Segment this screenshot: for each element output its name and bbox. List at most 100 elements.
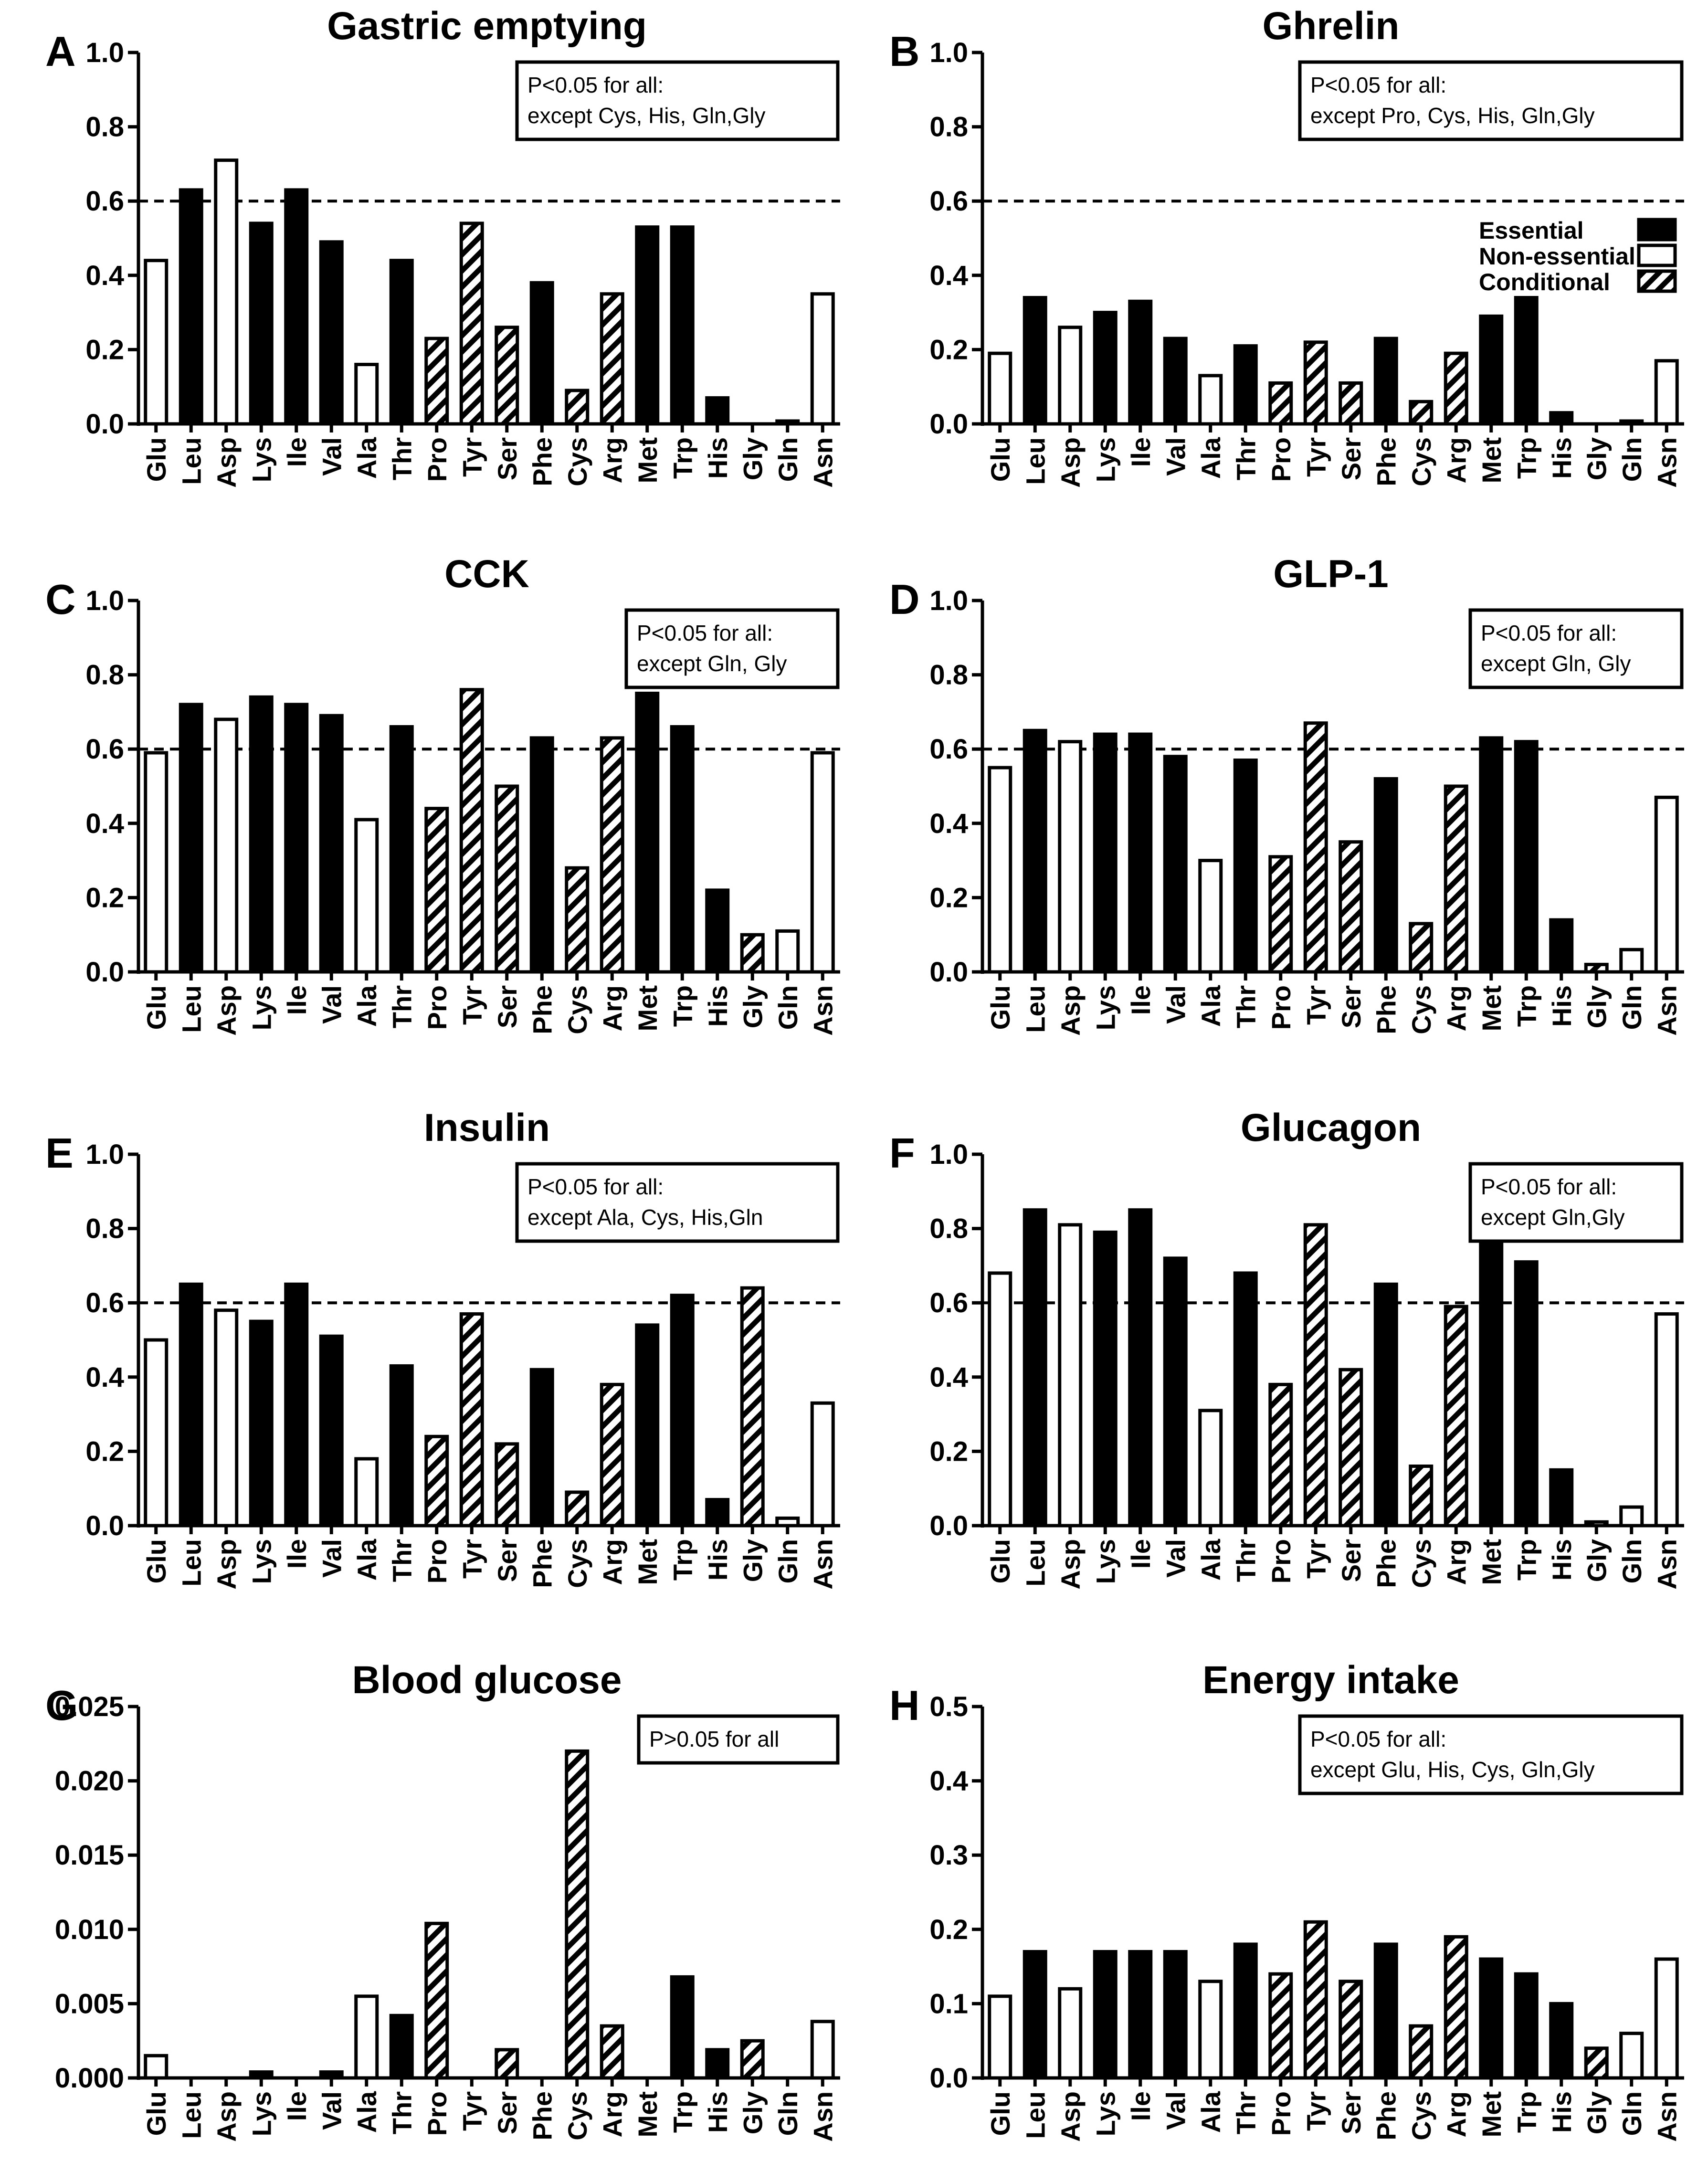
bar-tyr xyxy=(1303,721,1328,974)
x-tick-label: Gln xyxy=(1617,985,1647,1030)
x-tick-label: Ser xyxy=(492,985,522,1028)
x-tick-label: Ser xyxy=(492,2091,522,2134)
bar-phe xyxy=(1373,337,1398,426)
x-tick-label: Val xyxy=(316,1539,347,1578)
x-tick-label: Thr xyxy=(387,437,417,480)
bar-cys xyxy=(1409,922,1434,974)
x-tick-label: Trp xyxy=(667,985,697,1027)
y-tick-label: 0.6 xyxy=(929,1287,968,1318)
y-tick-label: 0.8 xyxy=(929,660,968,691)
chart-panel-e: Insulin E 0.0 0.2 0.4 0.6 0.8 1.0 Glu Leu Asp Lys Il… xyxy=(45,1106,840,1590)
x-tick-label: Cys xyxy=(1406,985,1436,1034)
bar-gly xyxy=(740,1286,765,1528)
x-tick-label: Met xyxy=(1476,2091,1507,2137)
x-tick-label: Asn xyxy=(1652,1539,1682,1590)
bar-lys xyxy=(1093,732,1118,974)
bar-trp xyxy=(670,225,695,426)
bar-asn xyxy=(810,2020,835,2080)
x-tick-label: Ala xyxy=(1196,2091,1226,2133)
bar-ala xyxy=(354,1457,379,1528)
bar-asn xyxy=(1654,795,1679,974)
panel-label: C xyxy=(45,576,76,623)
x-tick-label: Phe xyxy=(1371,2091,1401,2140)
x-tick-label: Gly xyxy=(1581,985,1612,1028)
x-tick-label: Tyr xyxy=(1301,985,1331,1025)
bar-his xyxy=(705,2048,730,2080)
x-tick-label: Glu xyxy=(985,1539,1015,1583)
x-tick-label: Gly xyxy=(1581,437,1612,480)
x-tick-label: Arg xyxy=(1441,1539,1471,1585)
bar-val xyxy=(319,2070,344,2080)
bar-ile xyxy=(1128,1208,1153,1528)
annotation-text: except Ala, Cys, His,Gln xyxy=(527,1205,763,1230)
y-tick-label: 0.6 xyxy=(929,734,968,765)
x-tick-label: His xyxy=(703,2091,733,2133)
x-tick-label: Thr xyxy=(1231,437,1261,480)
legend-label: Non-essential xyxy=(1479,243,1635,270)
x-tick-label: Trp xyxy=(1511,985,1541,1027)
x-tick-label: Trp xyxy=(667,1539,697,1581)
bar-pro xyxy=(424,807,449,974)
annotation-text: except Gln, Gly xyxy=(637,651,787,676)
bar-ser xyxy=(495,2048,519,2080)
x-tick-label: Gly xyxy=(738,1539,768,1582)
bar-asn xyxy=(810,751,835,974)
x-tick-label: Phe xyxy=(1371,985,1401,1034)
y-tick-label: 0.0 xyxy=(929,2063,968,2094)
panel-label: A xyxy=(45,28,76,75)
bar-lys xyxy=(1093,311,1118,426)
bar-phe xyxy=(1373,1282,1398,1528)
bar-ser xyxy=(1339,1368,1363,1528)
x-tick-label: Lys xyxy=(1090,437,1120,482)
bar-met xyxy=(635,225,660,426)
bar-gln xyxy=(1619,2032,1644,2080)
x-tick-label: Phe xyxy=(1371,437,1401,486)
legend-swatch-essential xyxy=(1637,218,1677,242)
y-tick-label: 0.2 xyxy=(85,334,124,365)
chart-panel-c: CCK C 0.0 0.2 0.4 0.6 0.8 1.0 Glu Leu Asp Lys Ile Val… xyxy=(45,552,840,1036)
annotation-text: P<0.05 for all: xyxy=(1310,1727,1446,1751)
x-tick-label: Gln xyxy=(773,985,803,1030)
bar-gln xyxy=(775,419,800,426)
x-tick-label: Trp xyxy=(1511,2091,1541,2133)
x-tick-label: Ala xyxy=(352,437,382,479)
x-tick-label: Val xyxy=(316,2091,347,2130)
bar-leu xyxy=(1023,728,1047,974)
bar-leu xyxy=(1023,295,1047,426)
bar-thr xyxy=(389,259,414,426)
x-tick-label: Ser xyxy=(492,1539,522,1582)
bar-val xyxy=(1163,755,1188,974)
x-tick-label: Val xyxy=(1160,1539,1191,1578)
x-tick-label: Ala xyxy=(352,1539,382,1581)
y-tick-label: 0.4 xyxy=(85,260,124,291)
bar-pro xyxy=(1268,1972,1293,2080)
x-tick-label: His xyxy=(703,437,733,479)
bar-leu xyxy=(179,188,203,426)
bar-asp xyxy=(214,1308,239,1528)
bar-ser xyxy=(495,1442,519,1528)
x-tick-label: Met xyxy=(633,437,663,483)
y-tick-label: 1.0 xyxy=(85,37,124,68)
y-tick-label: 0.005 xyxy=(55,1988,124,2019)
x-tick-label: Arg xyxy=(597,437,627,483)
panel-label: B xyxy=(889,28,920,75)
x-tick-label: Ala xyxy=(1196,437,1226,479)
y-tick-label: 0.2 xyxy=(85,1436,124,1467)
bar-arg xyxy=(600,1382,624,1528)
legend-swatch-conditional xyxy=(1637,269,1677,293)
chart-title: Ghrelin xyxy=(1262,4,1399,48)
y-tick-label: 0.2 xyxy=(929,1914,968,1945)
x-tick-label: Asn xyxy=(808,985,838,1036)
y-tick-label: 0.0 xyxy=(85,957,124,988)
annotation-box xyxy=(637,1714,840,1765)
bar-ile xyxy=(1128,1950,1153,2080)
x-tick-label: Ser xyxy=(1336,985,1366,1028)
panel-label: E xyxy=(45,1129,74,1177)
bar-arg xyxy=(600,2024,624,2080)
bar-phe xyxy=(1373,777,1398,974)
x-tick-label: Leu xyxy=(176,985,206,1033)
x-tick-label: Leu xyxy=(1020,2091,1050,2139)
y-tick-label: 0.4 xyxy=(929,808,968,839)
bar-met xyxy=(1479,1957,1504,2080)
